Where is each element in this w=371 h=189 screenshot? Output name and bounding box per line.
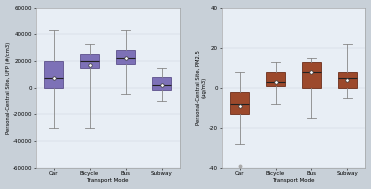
PathPatch shape	[44, 61, 63, 88]
PathPatch shape	[152, 77, 171, 90]
PathPatch shape	[266, 72, 285, 86]
X-axis label: Transport Mode: Transport Mode	[272, 178, 315, 184]
PathPatch shape	[338, 72, 357, 88]
Y-axis label: Personal-Central Site, PM2.5
(μg/m3): Personal-Central Site, PM2.5 (μg/m3)	[196, 50, 207, 125]
Y-axis label: Personal-Central Site, UFP (#/cm3): Personal-Central Site, UFP (#/cm3)	[6, 42, 10, 134]
PathPatch shape	[302, 62, 321, 88]
PathPatch shape	[230, 92, 249, 114]
PathPatch shape	[116, 50, 135, 64]
X-axis label: Transport Mode: Transport Mode	[86, 178, 129, 184]
PathPatch shape	[80, 54, 99, 68]
